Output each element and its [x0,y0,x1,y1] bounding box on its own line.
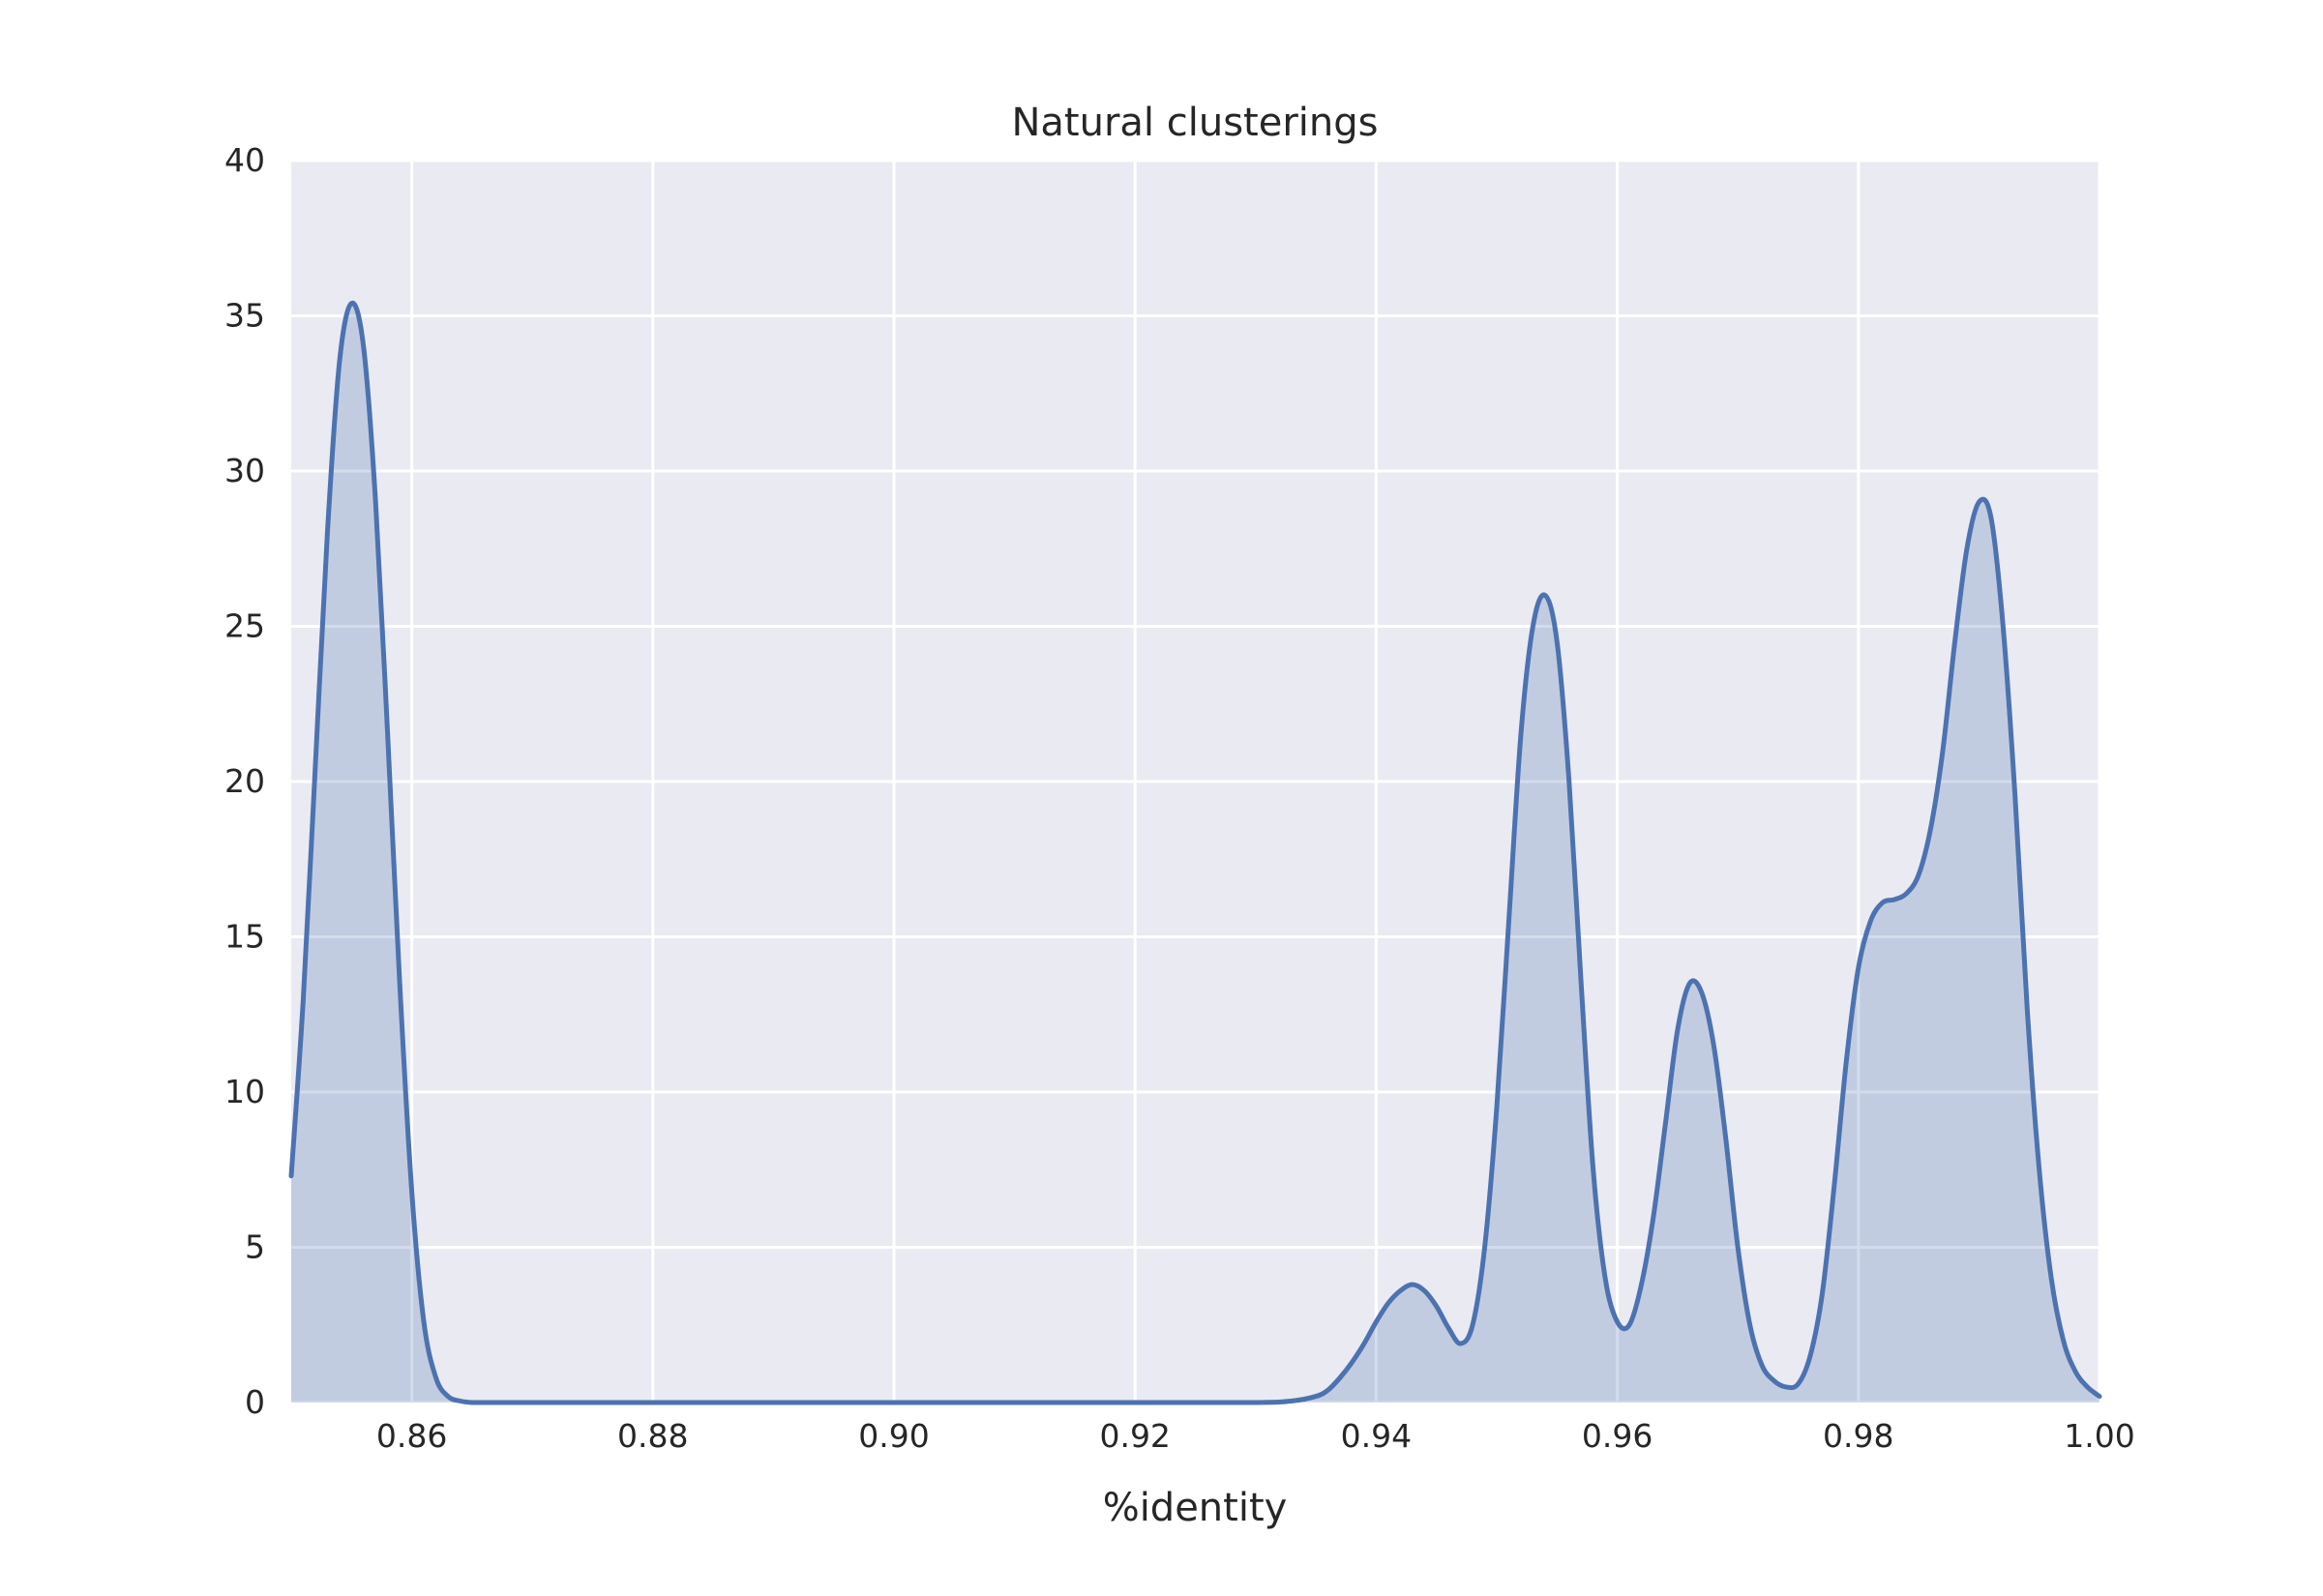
x-tick-label: 0.94 [1341,1417,1412,1455]
y-tick-label: 15 [224,918,265,956]
x-axis-label: %identity [1103,1486,1288,1530]
y-tick-label: 0 [245,1383,265,1421]
density-fill-area [291,303,2100,1404]
y-tick-label: 35 [224,297,265,335]
chart-title: Natural clusterings [1012,101,1379,145]
y-tick-labels: 0 5 10 15 20 25 30 35 40 [224,141,265,1421]
y-tick-label: 5 [245,1228,265,1266]
density-curve [288,300,2102,1405]
x-tick-label: 0.96 [1582,1417,1653,1455]
y-tick-label: 25 [224,607,265,645]
x-tick-labels: 0.86 0.88 0.90 0.92 0.94 0.96 0.98 1.00 [376,1417,2135,1455]
x-tick-label: 0.90 [858,1417,929,1455]
x-tick-label: 0.92 [1099,1417,1170,1455]
y-tick-label: 20 [224,762,265,800]
x-tick-label: 0.86 [376,1417,447,1455]
y-tick-label: 10 [224,1073,265,1110]
y-tick-label: 30 [224,452,265,489]
x-tick-label: 0.98 [1823,1417,1893,1455]
x-tick-label: 0.88 [617,1417,688,1455]
y-tick-label: 40 [224,141,265,179]
x-tick-label: 1.00 [2064,1417,2134,1455]
